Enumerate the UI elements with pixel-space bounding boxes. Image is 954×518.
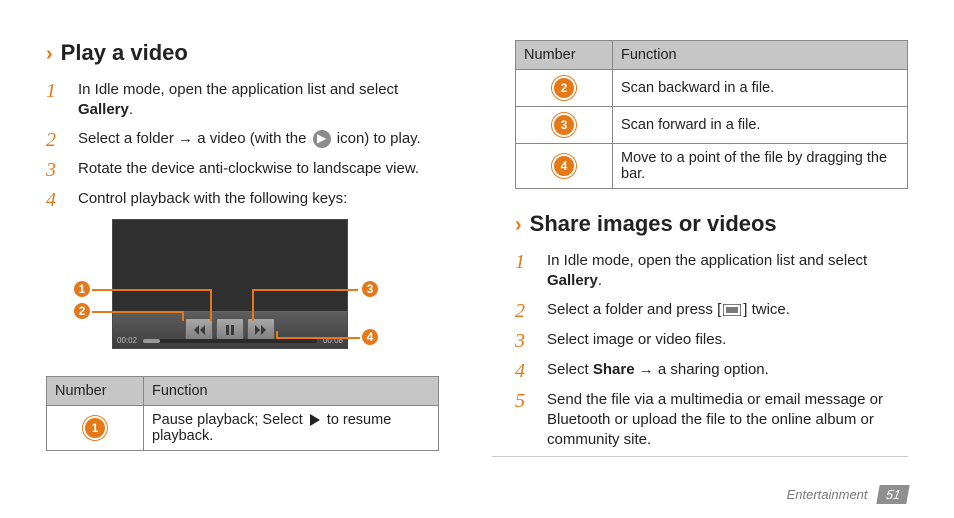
step-item: 1 In Idle mode, open the application list… <box>515 251 908 292</box>
cell-number: 1 <box>47 405 144 450</box>
play-icon <box>310 414 320 426</box>
step-number: 4 <box>515 360 537 382</box>
step-number: 3 <box>46 159 68 181</box>
number-badge: 1 <box>83 416 107 440</box>
table-header-row: Number Function <box>47 376 439 405</box>
chevron-icon: › <box>46 43 53 65</box>
step-number: 5 <box>515 390 537 412</box>
th-number: Number <box>47 376 144 405</box>
callout-4: 4 <box>360 327 380 347</box>
seek-bar <box>143 339 317 343</box>
table-row: 3 Scan forward in a file. <box>516 107 908 144</box>
number-badge: 2 <box>552 76 576 100</box>
step-text: Select image or video files. <box>547 330 726 350</box>
leader-line <box>92 311 184 313</box>
table-row: 2 Scan backward in a file. <box>516 70 908 107</box>
leader-line <box>92 289 212 291</box>
leader-line <box>276 331 278 339</box>
cell-function: Scan forward in a file. <box>613 107 908 144</box>
cell-number: 4 <box>516 144 613 189</box>
callout-3: 3 <box>360 279 380 299</box>
step-number: 4 <box>46 189 68 211</box>
leader-line <box>210 289 212 321</box>
forward-button <box>247 318 275 342</box>
step-number: 1 <box>515 251 537 273</box>
step-number: 2 <box>515 300 537 322</box>
heading-text: Play a video <box>61 40 188 65</box>
leader-line <box>182 311 184 321</box>
step-text: In Idle mode, open the application list … <box>78 80 439 121</box>
menu-icon <box>723 304 741 316</box>
step-item: 4 Control playback with the following key… <box>46 189 439 211</box>
number-badge: 3 <box>552 113 576 137</box>
step-text: Send the file via a multimedia or email … <box>547 390 908 451</box>
table-header-row: Number Function <box>516 41 908 70</box>
number-badge: 4 <box>552 154 576 178</box>
right-column: Number Function 2 Scan backward in a file… <box>477 0 954 518</box>
controls-table-left: Number Function 1 Pause playback; Select … <box>46 376 439 451</box>
footer-section: Entertainment <box>787 487 868 502</box>
step-item: 4 Select Share → a sharing option. <box>515 360 908 382</box>
video-player: 00:02 00:08 <box>112 219 348 349</box>
heading-text: Share images or videos <box>530 211 777 236</box>
pause-button <box>216 318 244 342</box>
cell-number: 2 <box>516 70 613 107</box>
step-item: 3 Select image or video files. <box>515 330 908 352</box>
cell-function: Scan backward in a file. <box>613 70 908 107</box>
step-item: 1 In Idle mode, open the application list… <box>46 80 439 121</box>
cell-function: Move to a point of the file by dragging … <box>613 144 908 189</box>
callout-2: 2 <box>72 301 92 321</box>
player-controls: 00:02 00:08 <box>113 311 347 348</box>
steps-play-video: 1 In Idle mode, open the application list… <box>46 80 439 211</box>
callout-1: 1 <box>72 279 92 299</box>
table-row: 4 Move to a point of the file by dragging… <box>516 144 908 189</box>
step-text: Rotate the device anti-clockwise to land… <box>78 159 419 179</box>
heading-play-video: › Play a video <box>46 40 439 66</box>
leader-line <box>276 337 360 339</box>
footer-rule <box>492 456 908 457</box>
th-function: Function <box>144 376 439 405</box>
step-text: Select a folder and press [] twice. <box>547 300 790 320</box>
step-text: Select Share → a sharing option. <box>547 360 769 380</box>
th-number: Number <box>516 41 613 70</box>
step-number: 3 <box>515 330 537 352</box>
heading-share: › Share images or videos <box>515 211 908 237</box>
left-column: › Play a video 1 In Idle mode, open the ap… <box>0 0 477 518</box>
chevron-icon: › <box>515 214 522 236</box>
time-elapsed: 00:02 <box>117 336 137 345</box>
step-item: 3 Rotate the device anti-clockwise to lan… <box>46 159 439 181</box>
video-player-illustration: 00:02 00:08 1 2 3 4 <box>72 219 382 364</box>
step-text: Select a folder → a video (with the ▶ ic… <box>78 129 421 149</box>
cell-function: Pause playback; Select to resume playbac… <box>144 405 439 450</box>
table-row: 1 Pause playback; Select to resume playba… <box>47 405 439 450</box>
manual-page: › Play a video 1 In Idle mode, open the ap… <box>0 0 954 518</box>
play-badge-icon: ▶ <box>313 130 331 148</box>
th-function: Function <box>613 41 908 70</box>
leader-line <box>252 289 358 291</box>
controls-table-right: Number Function 2 Scan backward in a file… <box>515 40 908 189</box>
footer-page-number: 51 <box>876 485 910 504</box>
page-footer: Entertainment 51 <box>787 485 908 504</box>
step-item: 2 Select a folder and press [] twice. <box>515 300 908 322</box>
step-text: In Idle mode, open the application list … <box>547 251 908 292</box>
steps-share: 1 In Idle mode, open the application list… <box>515 251 908 450</box>
step-number: 2 <box>46 129 68 151</box>
leader-line <box>252 289 254 321</box>
step-number: 1 <box>46 80 68 102</box>
cell-number: 3 <box>516 107 613 144</box>
step-text: Control playback with the following keys… <box>78 189 347 209</box>
step-item: 5 Send the file via a multimedia or email… <box>515 390 908 451</box>
rewind-button <box>185 318 213 342</box>
step-item: 2 Select a folder → a video (with the ▶ i… <box>46 129 439 151</box>
